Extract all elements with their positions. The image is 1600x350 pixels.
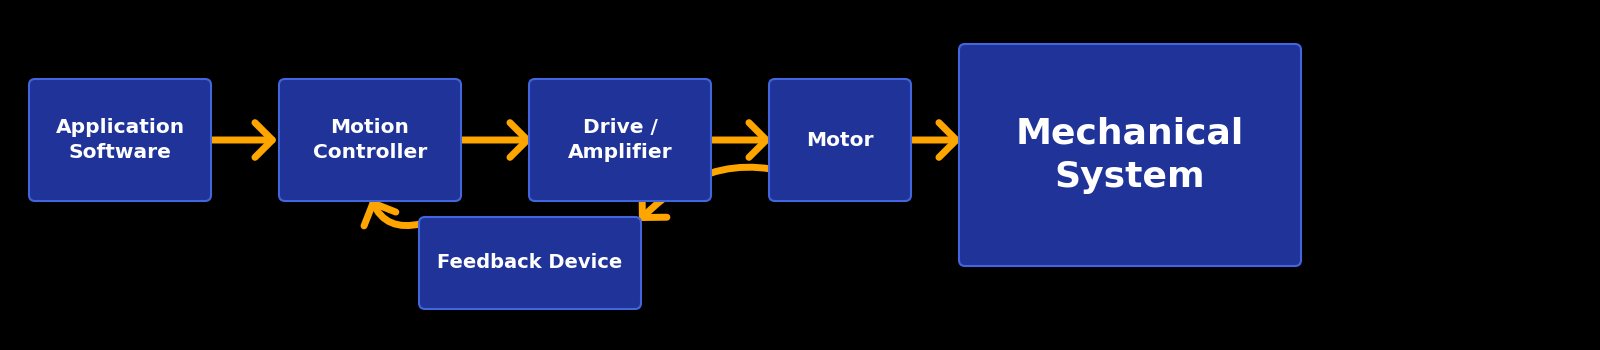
Text: Motor: Motor — [806, 131, 874, 149]
Text: Mechanical
System: Mechanical System — [1016, 116, 1245, 194]
FancyBboxPatch shape — [29, 79, 211, 201]
FancyBboxPatch shape — [419, 217, 642, 309]
Text: Motion
Controller: Motion Controller — [314, 118, 427, 162]
FancyBboxPatch shape — [770, 79, 910, 201]
Text: Drive /
Amplifier: Drive / Amplifier — [568, 118, 672, 162]
Text: Feedback Device: Feedback Device — [437, 253, 622, 273]
Text: Application
Software: Application Software — [56, 118, 184, 162]
FancyBboxPatch shape — [958, 44, 1301, 266]
FancyBboxPatch shape — [278, 79, 461, 201]
FancyBboxPatch shape — [530, 79, 710, 201]
